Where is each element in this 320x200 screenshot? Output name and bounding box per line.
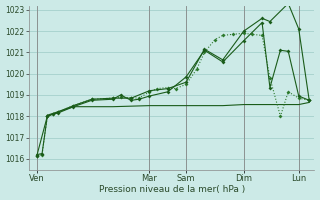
X-axis label: Pression niveau de la mer( hPa ): Pression niveau de la mer( hPa ) bbox=[99, 185, 245, 194]
